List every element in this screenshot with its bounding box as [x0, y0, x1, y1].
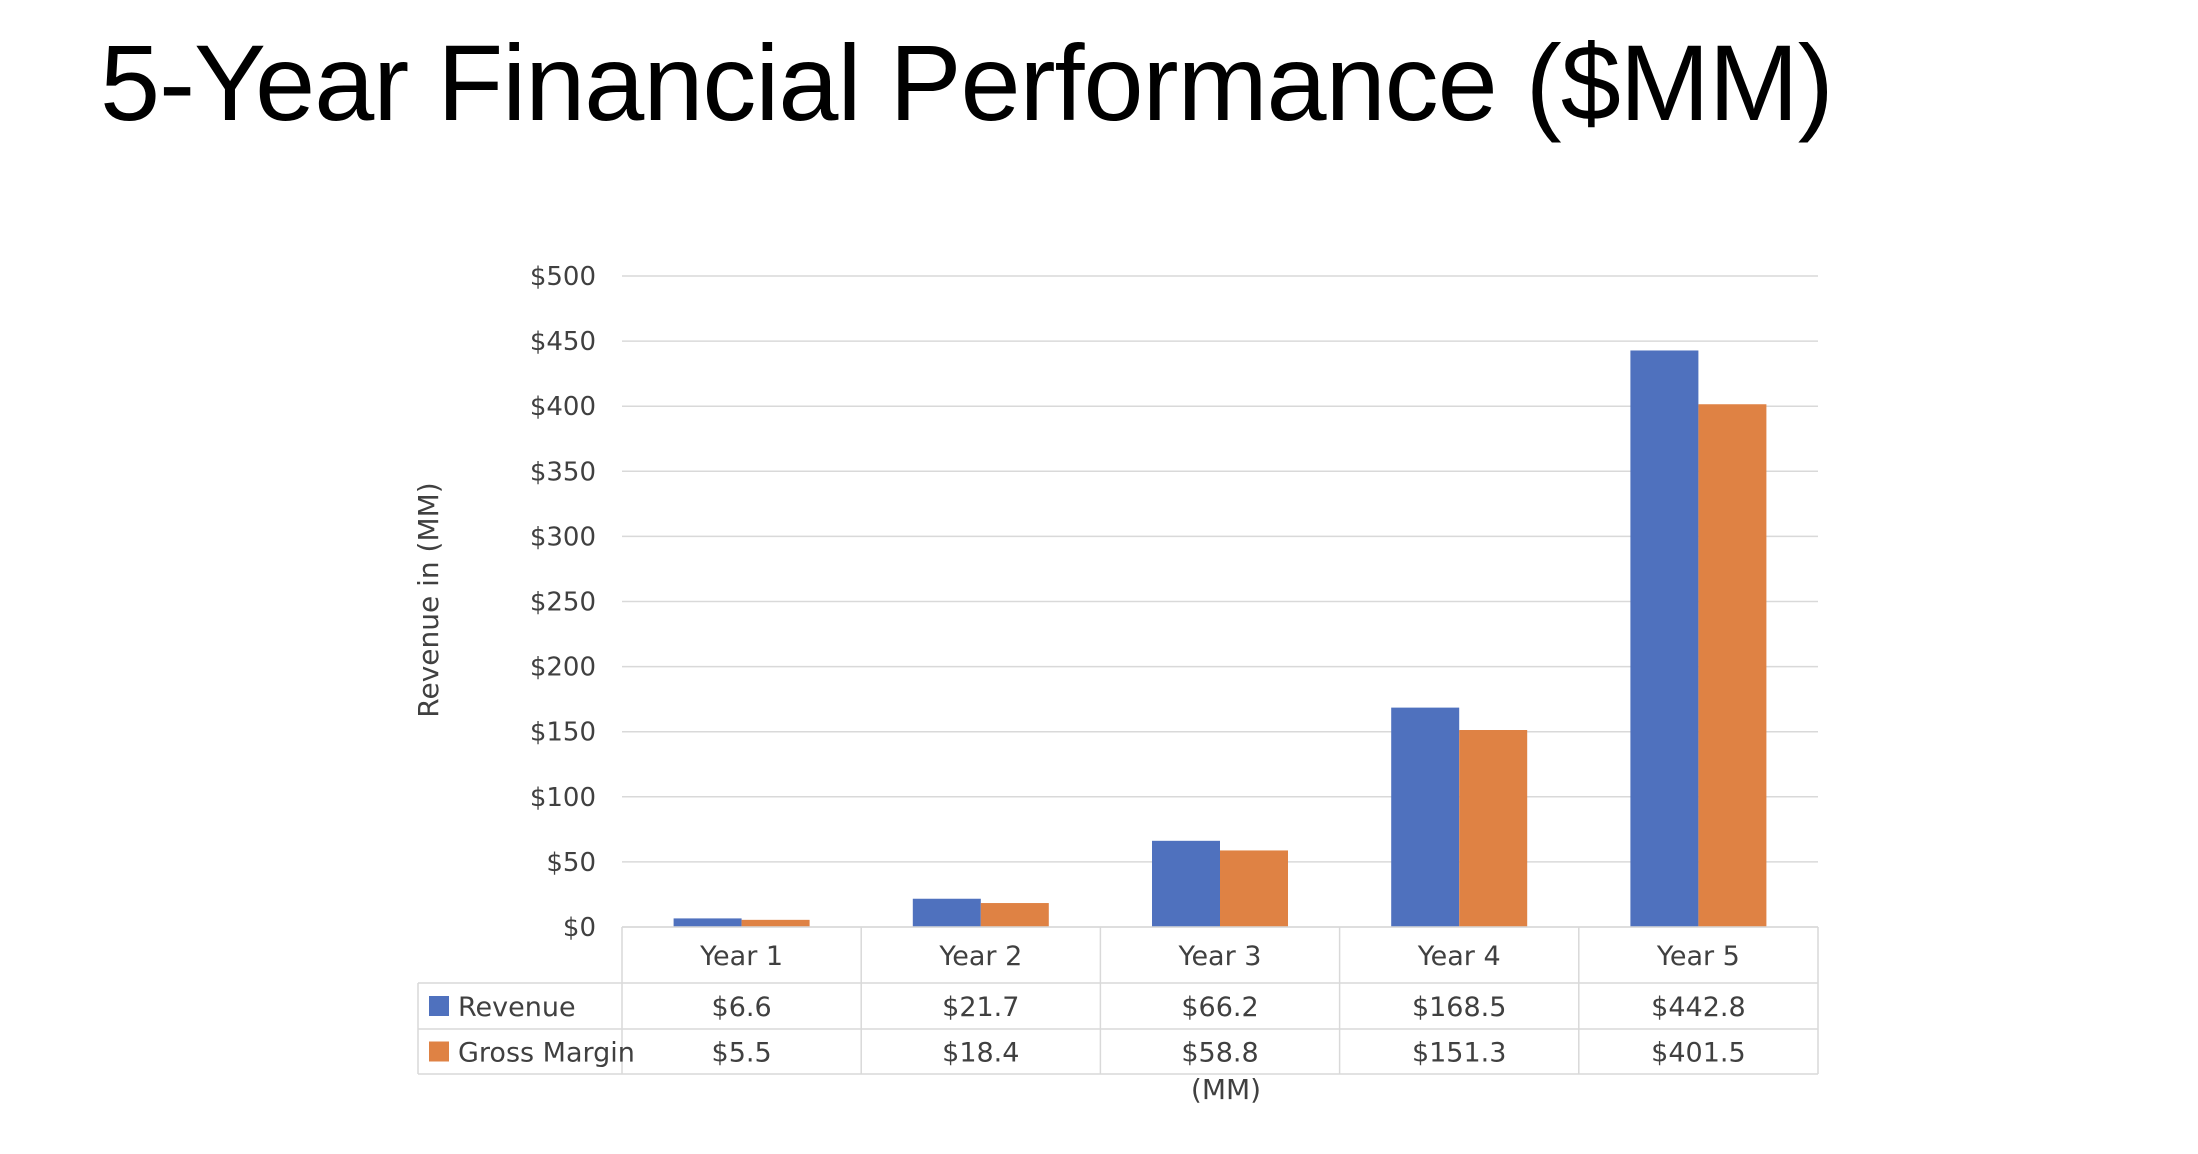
data-table: Year 1 Year 2 Year 3 Year 4 Year 5 Revenue $6.…: [417, 926, 1819, 1075]
bar-revenue-5: [1630, 350, 1699, 928]
y-tick-label: $500: [530, 262, 596, 292]
bar-gross-margin-4: [1459, 730, 1528, 927]
legend-key-gross-margin: [429, 1041, 449, 1062]
category-label: Year 5: [1656, 941, 1740, 972]
data-value: $168.5: [1412, 992, 1506, 1023]
y-tick-label: $350: [530, 457, 596, 487]
y-tick-label: $300: [530, 522, 596, 552]
y-tick-label: $0: [563, 913, 596, 943]
bar-gross-margin-1: [741, 919, 810, 927]
bar-gross-margin-3: [1220, 850, 1288, 927]
data-value: $6.6: [712, 992, 772, 1023]
y-axis-ticks: $0 $50 $100 $150 $200 $250 $300 $350 $400 $450 $50…: [530, 262, 596, 943]
data-value: $21.7: [942, 992, 1019, 1023]
y-tick-label: $150: [530, 718, 596, 748]
y-tick-label: $250: [530, 588, 596, 618]
data-value: $18.4: [942, 1038, 1019, 1069]
legend-label: Revenue: [458, 992, 576, 1023]
legend-key-revenue: [429, 996, 449, 1016]
bar-gross-margin-2: [980, 903, 1049, 927]
category-label: Year 2: [938, 941, 1022, 972]
data-value: $151.3: [1412, 1038, 1506, 1069]
category-label: Year 3: [1178, 941, 1262, 972]
y-axis-title: Revenue in (MM): [412, 482, 445, 717]
y-tick-label: $100: [530, 783, 596, 813]
category-label: Year 1: [699, 941, 783, 972]
data-value: $442.8: [1651, 992, 1745, 1023]
bar-revenue-2: [912, 898, 981, 927]
y-tick-label: $200: [530, 653, 596, 683]
data-value: $58.8: [1181, 1038, 1258, 1069]
legend-label: Gross Margin: [458, 1038, 635, 1069]
category-label: Year 4: [1417, 941, 1501, 972]
data-value: $401.5: [1651, 1038, 1745, 1069]
bar-gross-margin-5: [1698, 404, 1767, 927]
bar-revenue-3: [1152, 840, 1220, 927]
slide-title: 5-Year Financial Performance ($MM): [100, 22, 1834, 143]
data-value: $66.2: [1181, 992, 1258, 1023]
y-tick-label: $450: [530, 327, 596, 357]
y-tick-label: $400: [530, 392, 596, 422]
bar-revenue-4: [1391, 707, 1460, 927]
x-axis-title: (MM): [1191, 1073, 1261, 1106]
y-tick-label: $50: [546, 848, 596, 878]
data-value: $5.5: [712, 1038, 772, 1069]
bars: [673, 350, 1767, 928]
bar-revenue-1: [673, 918, 742, 927]
